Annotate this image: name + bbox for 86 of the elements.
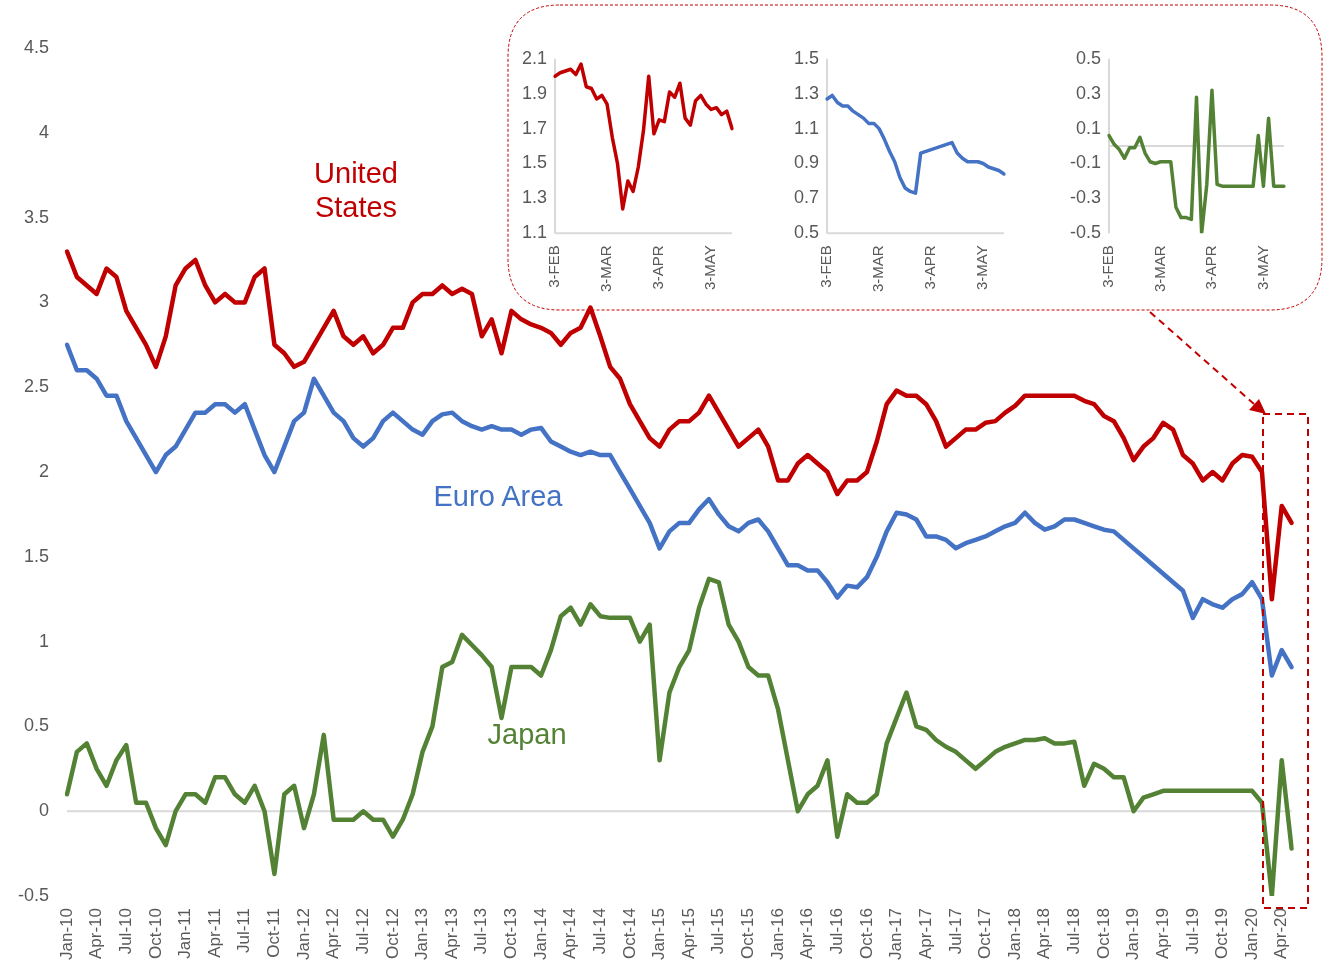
x-tick-label: Jan-20: [1241, 908, 1261, 960]
x-tick-label: Jan-18: [1004, 908, 1024, 960]
x-tick-label: 3-MAR: [597, 245, 615, 292]
x-tick-label: Jan-14: [530, 908, 550, 960]
x-tick-label: Oct-18: [1093, 908, 1113, 960]
x-tick-label: 3-APR: [649, 245, 667, 290]
x-tick-label: Jan-17: [886, 908, 906, 960]
x-tick-label: Jul-12: [352, 908, 372, 955]
x-tick-label: 3-FEB: [817, 245, 835, 288]
y-tick-label: 3.5: [23, 206, 50, 227]
x-tick-label: 3-MAY: [973, 245, 991, 291]
x-tick-label: Jan-12: [293, 908, 313, 960]
x-tick-label: Apr-14: [560, 908, 580, 960]
x-tick-label: Jul-16: [827, 908, 847, 955]
x-tick-label: Apr-10: [86, 908, 106, 960]
y-tick-label: 2.5: [23, 376, 50, 397]
x-tick-label: Jul-17: [945, 908, 965, 955]
y-tick-label: 0.3: [1075, 82, 1102, 103]
x-tick-label: Jan-16: [767, 908, 787, 960]
x-tick-label: 3-MAR: [1150, 245, 1168, 292]
x-tick-label: 3-FEB: [1099, 245, 1117, 288]
y-tick-label: 1: [39, 630, 50, 651]
y-tick-label: 0.7: [793, 187, 820, 208]
y-tick-label: 0.9: [793, 152, 820, 173]
y-tick-label: 3: [39, 291, 50, 312]
y-tick-label: -0.5: [17, 884, 50, 905]
y-tick-label: 1.9: [521, 82, 548, 103]
y-tick-label: 1.5: [23, 545, 50, 566]
x-tick-label: Oct-16: [856, 908, 876, 960]
y-tick-label: 1.1: [793, 117, 820, 138]
y-tick-label: 0: [39, 800, 50, 821]
series-label: Euro Area: [433, 480, 564, 512]
series-label: Japan: [487, 718, 567, 750]
x-tick-label: Jul-10: [115, 908, 135, 955]
y-tick-label: -0.3: [1069, 187, 1102, 208]
y-tick-label: 1.3: [521, 187, 548, 208]
text: United States: [314, 157, 398, 223]
x-tick-label: 3-APR: [921, 245, 939, 290]
x-tick-label: Apr-17: [915, 908, 935, 960]
y-tick-label: 1.5: [793, 47, 820, 68]
y-tick-label: -0.5: [1069, 222, 1102, 243]
x-tick-label: Jan-11: [175, 908, 195, 959]
y-tick-label: 1.3: [793, 82, 820, 103]
x-tick-label: Oct-12: [382, 908, 402, 960]
x-tick-label: Apr-11: [204, 908, 224, 958]
y-tick-label: 2: [39, 460, 50, 481]
x-tick-label: Jan-13: [412, 908, 432, 960]
x-tick-label: Oct-17: [975, 908, 995, 960]
x-tick-label: Jul-11: [234, 908, 254, 954]
y-tick-label: 0.5: [1075, 47, 1102, 68]
x-tick-label: Oct-19: [1212, 908, 1232, 960]
y-tick-label: 4.5: [23, 36, 50, 57]
y-tick-label: 0.1: [1075, 117, 1102, 138]
x-tick-label: Jan-10: [56, 908, 76, 960]
x-tick-label: 3-MAR: [869, 245, 887, 292]
x-tick-label: 3-MAY: [1253, 245, 1271, 291]
y-tick-label: 0.5: [23, 715, 50, 736]
x-tick-label: Jul-13: [471, 908, 491, 955]
x-tick-label: Oct-14: [619, 908, 639, 960]
x-tick-label: Apr-13: [441, 908, 461, 960]
y-tick-label: -0.1: [1069, 152, 1102, 173]
x-tick-label: Apr-19: [1152, 908, 1172, 960]
x-tick-label: 3-FEB: [545, 245, 563, 288]
x-tick-label: Jul-18: [1064, 908, 1084, 955]
y-tick-label: 1.7: [521, 117, 548, 138]
x-tick-label: Apr-16: [797, 908, 817, 960]
x-tick-label: Jan-19: [1123, 908, 1143, 960]
x-tick-label: Jul-19: [1182, 908, 1202, 955]
x-tick-label: Oct-15: [738, 908, 758, 960]
x-tick-label: Apr-18: [1034, 908, 1054, 960]
x-tick-label: Apr-12: [323, 908, 343, 960]
x-tick-label: 3-APR: [1202, 245, 1220, 290]
x-tick-label: Oct-11: [264, 908, 284, 958]
y-tick-label: 1.5: [521, 152, 548, 173]
x-tick-label: Oct-13: [501, 908, 521, 960]
x-tick-label: 3-MAY: [701, 245, 719, 291]
x-tick-label: Jan-15: [649, 908, 669, 960]
y-tick-label: 0.5: [793, 222, 820, 243]
x-tick-label: Jul-15: [708, 908, 728, 955]
y-tick-label: 4: [39, 121, 50, 142]
x-tick-label: Apr-20: [1271, 908, 1291, 960]
x-tick-label: Apr-15: [678, 908, 698, 960]
y-tick-label: 2.1: [521, 47, 548, 68]
x-tick-label: Oct-10: [145, 908, 165, 960]
y-tick-label: 1.1: [521, 222, 548, 243]
x-tick-label: Jul-14: [589, 908, 609, 955]
